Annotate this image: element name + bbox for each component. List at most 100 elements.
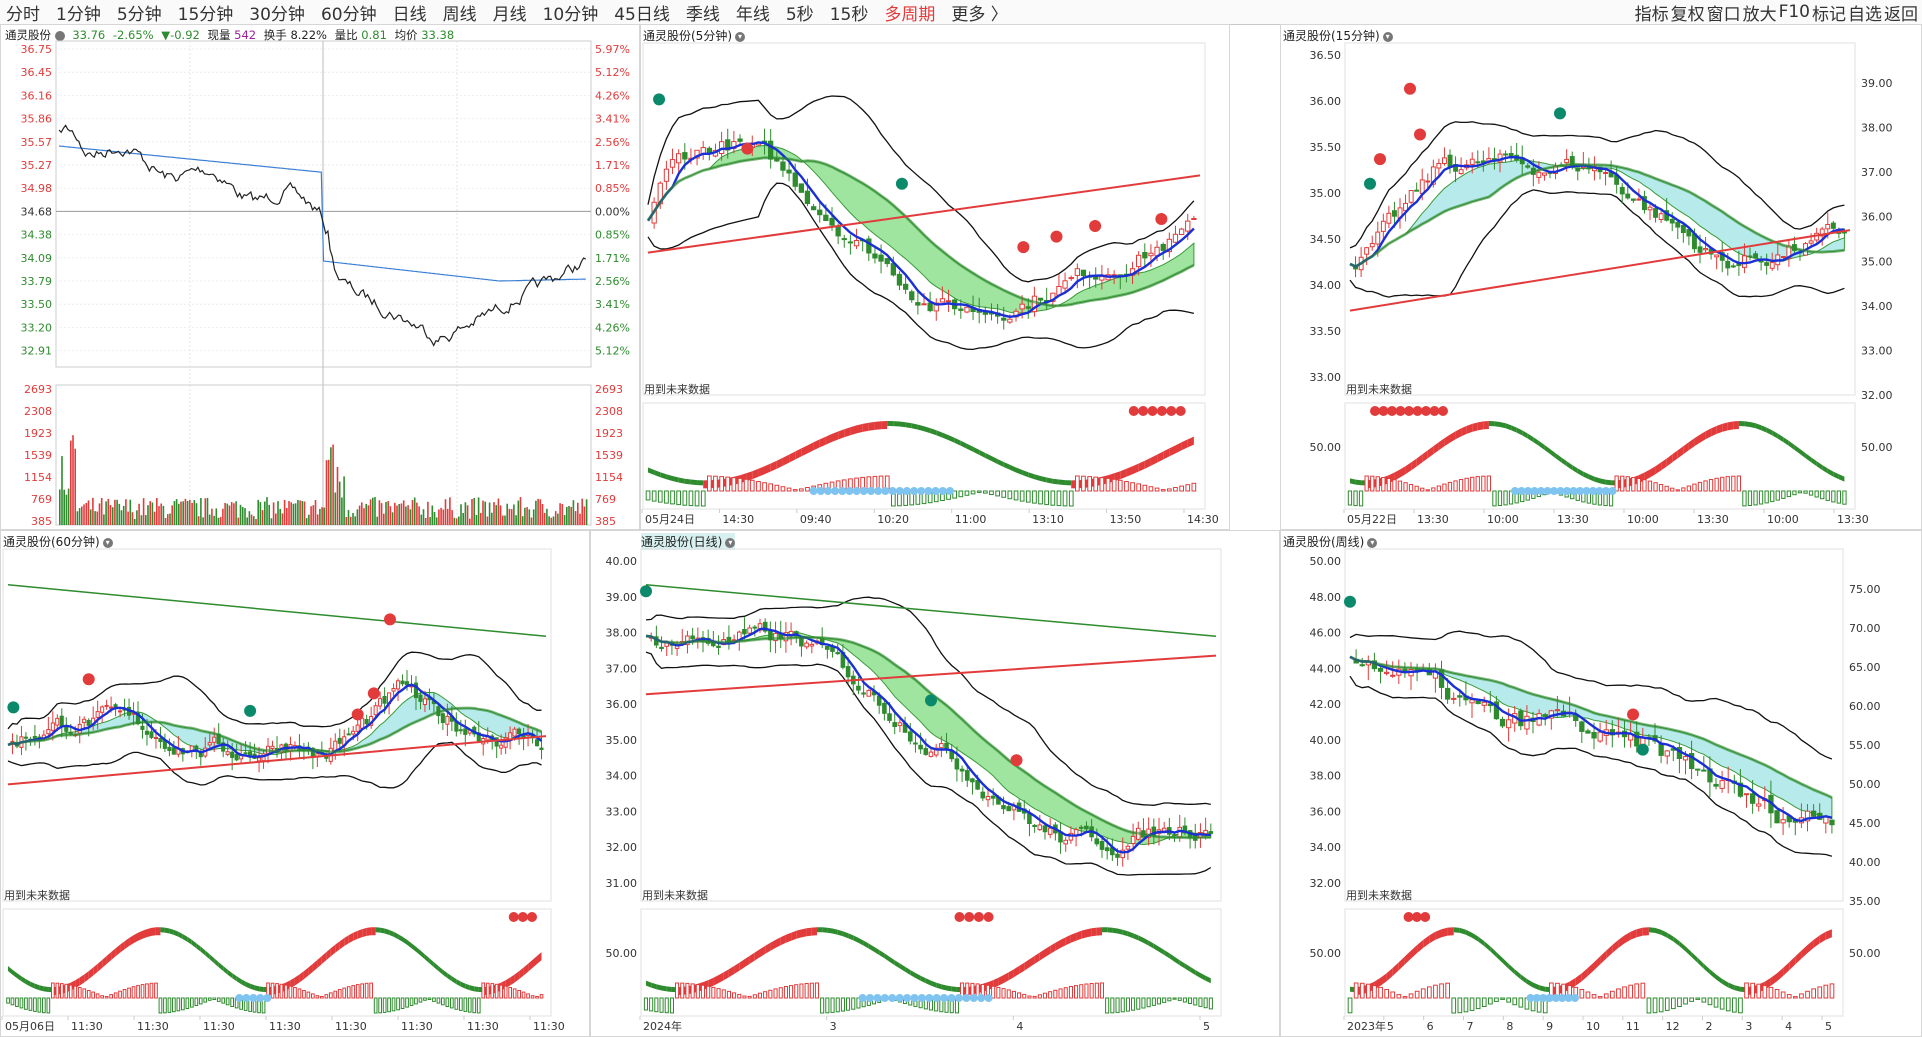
indicator-bar	[1093, 476, 1099, 492]
chevron-down-icon[interactable]	[54, 30, 65, 41]
indicator-bar	[1464, 477, 1469, 492]
indicator-wave	[806, 927, 812, 937]
indicator-wave	[1159, 946, 1165, 955]
period-tab-6[interactable]: 日线	[392, 4, 427, 25]
signal-dot-icon	[242, 994, 251, 1002]
x-tick: 11	[1626, 1020, 1640, 1033]
period-tab-8[interactable]: 月线	[492, 4, 527, 25]
panel-weekly[interactable]: 通灵股份(周线) ▾ 50.00 48.00 46.00 44.00 42.00 40.00…	[1280, 530, 1922, 1037]
candle	[1658, 213, 1664, 220]
indicator-wave	[1794, 444, 1800, 454]
indicator-wave	[862, 422, 869, 432]
right-tool-4[interactable]: F10	[1778, 2, 1810, 22]
right-tool-3[interactable]: 放大	[1742, 4, 1777, 25]
period-tab-5[interactable]: 60分钟	[320, 4, 377, 25]
right-tool-6[interactable]: 自选	[1848, 4, 1882, 25]
volume-bar	[579, 513, 581, 525]
price-tick: 34.98	[21, 182, 53, 195]
kline-chart-daily[interactable]: 40.0039.0038.0037.0036.0035.0034.0033.00…	[591, 531, 1280, 1037]
indicator-wave	[837, 929, 843, 937]
panel-60min[interactable]: 通灵股份(60分钟) ▾ 用到未来数据 05月06日 11:30 11:30 11:30 1…	[0, 530, 590, 1037]
period-tab-13[interactable]: 5秒	[785, 4, 814, 25]
candle	[1438, 669, 1445, 688]
intraday-chart[interactable]: 36.75 5.97%36.45 5.12%36.16 4.26%35.86 3.41%…	[1, 25, 640, 530]
indicator-wave	[1441, 927, 1448, 938]
candle	[1503, 153, 1509, 156]
indicator-bar	[73, 985, 78, 999]
indicator-wave	[1716, 423, 1723, 434]
multi-period-tab[interactable]: 多周期	[884, 4, 936, 25]
indicator-wave	[232, 973, 237, 982]
right-tool-1[interactable]: 复权	[1670, 4, 1705, 25]
indicator-bar	[774, 484, 780, 492]
signal-dot-icon	[1532, 994, 1541, 1002]
more-menu[interactable]: 更多 〉	[951, 4, 1008, 25]
period-tab-9[interactable]: 10分钟	[542, 4, 599, 25]
period-tab-0[interactable]: 分时	[6, 4, 40, 25]
indicator-bar	[1172, 997, 1177, 1000]
chevron-down-icon[interactable]: ▾	[102, 537, 113, 548]
indicator-bar	[809, 982, 814, 999]
panel-daily-title: 通灵股份(日线) ▾	[641, 533, 736, 550]
panel-daily[interactable]: 通灵股份(日线) ▾ 40.00 39.00 38.00 37.00 36.00 35.00…	[590, 530, 1280, 1037]
right-tool-0[interactable]: 指标	[1634, 4, 1669, 25]
indicator-wave	[1190, 966, 1196, 975]
indicator-wave	[1800, 449, 1806, 459]
period-tab-7[interactable]: 周线	[442, 4, 477, 25]
indicator-bar	[1111, 478, 1117, 492]
indicator-wave	[1405, 462, 1412, 475]
y-tick-left: 39.00	[606, 591, 638, 604]
indicator-bar	[1044, 490, 1049, 506]
chevron-down-icon[interactable]: ▾	[1367, 537, 1378, 548]
right-tool-2[interactable]: 窗口	[1706, 4, 1741, 25]
volume-bar	[402, 500, 405, 525]
chevron-down-icon[interactable]: ▾	[1382, 31, 1393, 42]
kline-chart-15min[interactable]: 36.5036.0035.5035.0034.5034.0033.5033.00…	[1281, 25, 1922, 530]
indicator-wave	[178, 931, 183, 940]
indicator-wave	[770, 939, 776, 951]
period-tab-1[interactable]: 1分钟	[56, 4, 101, 25]
volume-bar	[211, 508, 213, 525]
period-tab-3[interactable]: 15分钟	[177, 4, 234, 25]
chevron-down-icon[interactable]: ▾	[735, 31, 745, 42]
indicator-bar	[804, 983, 809, 999]
indicator-bar	[814, 982, 819, 999]
indicator-bar	[1124, 481, 1129, 492]
indicator-wave	[879, 950, 885, 959]
indicator-wave	[1046, 477, 1053, 484]
indicator-bar	[1353, 490, 1358, 507]
period-tab-2[interactable]: 5分钟	[116, 4, 162, 25]
indicator-bar	[172, 997, 176, 1013]
candle	[1743, 793, 1750, 796]
indicator-bar	[122, 989, 127, 999]
indicator-wave	[294, 974, 300, 986]
indicator-bar	[773, 988, 778, 999]
right-tool-5[interactable]: 标记	[1812, 4, 1846, 25]
indicator-bar	[1173, 487, 1178, 492]
indicator-wave	[1138, 460, 1145, 472]
panel-15min[interactable]: 通灵股份(15分钟) ▾ 36.50 36.00 35.50 35.00 34.50 34.…	[1280, 24, 1922, 530]
volume-bar	[129, 499, 132, 525]
period-tab-11[interactable]: 季线	[685, 4, 720, 25]
indicator-wave	[1572, 465, 1578, 474]
volume-bar	[78, 508, 81, 525]
indicator-bar	[284, 984, 288, 999]
kline-chart-weekly[interactable]: 50.0048.0046.0044.0042.0040.0038.0036.00…	[1281, 531, 1922, 1037]
candle	[1451, 697, 1457, 700]
period-tab-14[interactable]: 15秒	[829, 4, 869, 25]
indicator-bar	[476, 997, 481, 1014]
indicator-bar	[1366, 983, 1371, 999]
period-tab-10[interactable]: 45日线	[614, 4, 670, 25]
indicator-wave	[1738, 421, 1745, 427]
chevron-down-icon[interactable]: ▾	[725, 537, 736, 548]
indicator-bar	[1825, 490, 1830, 501]
indicator-bar	[664, 490, 669, 504]
buy-signal-icon	[1636, 743, 1649, 756]
period-tab-4[interactable]: 30分钟	[249, 4, 305, 25]
right-tool-7[interactable]: 返回	[1884, 4, 1918, 25]
period-tab-12[interactable]: 年线	[735, 4, 770, 25]
panel-5min[interactable]: 通灵股份(5分钟) ▾ 用到未来数据 05月24日 14:30 09:40 10:20 11…	[640, 24, 1230, 530]
indicator-bar	[15, 997, 19, 1007]
